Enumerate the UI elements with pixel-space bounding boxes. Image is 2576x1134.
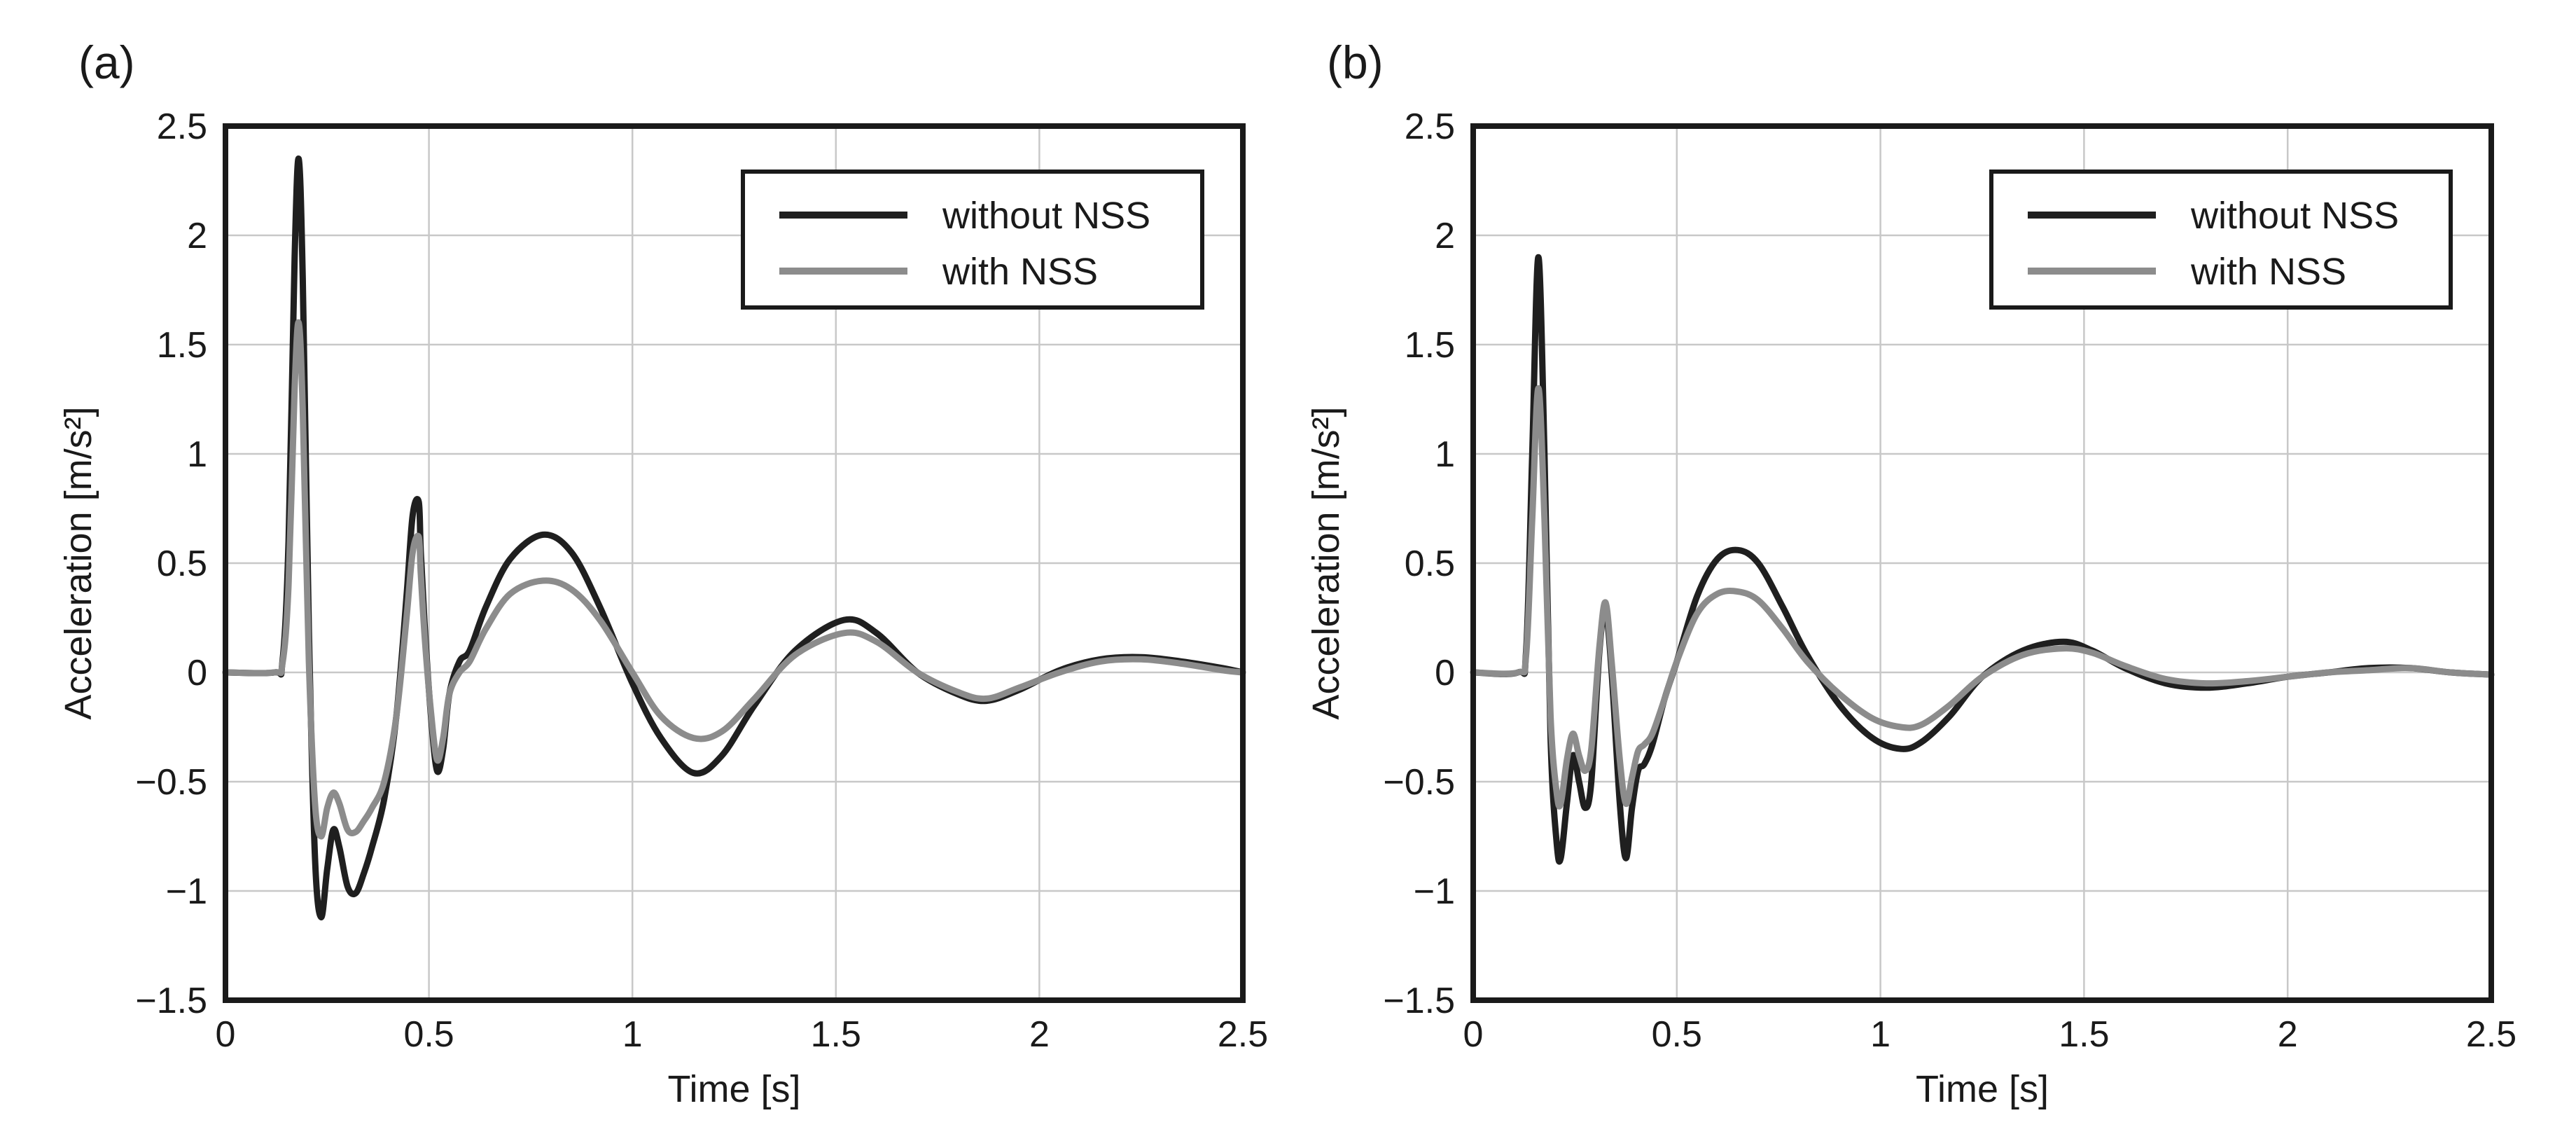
x-tick-label: 0.5 <box>1652 1014 1702 1055</box>
y-tick-label: −0.5 <box>1383 762 1455 803</box>
x-axis-title: Time [s] <box>667 1068 800 1110</box>
y-tick-label: 1 <box>187 434 207 475</box>
y-tick-label: −1.5 <box>135 981 207 1021</box>
y-tick-label: −0.5 <box>135 762 207 803</box>
y-tick-label: 1.5 <box>1405 325 1455 366</box>
x-tick-label: 1 <box>1870 1014 1891 1055</box>
plot-frame <box>223 123 1246 1003</box>
x-tick-label: 0 <box>1463 1014 1484 1055</box>
y-tick-label: 2 <box>1435 216 1455 256</box>
x-tick-label: 0 <box>216 1014 236 1055</box>
y-tick-label: −1 <box>1414 871 1455 912</box>
plot-frame <box>1470 123 2494 1003</box>
y-tick-label: 0.5 <box>157 544 207 584</box>
legend-label: with NSS <box>942 251 1098 293</box>
legend: without NSS with NSS <box>741 170 1204 310</box>
legend-label: with NSS <box>2190 251 2346 293</box>
y-tick-label: 0.5 <box>1405 544 1455 584</box>
x-tick-label: 0.5 <box>403 1014 454 1055</box>
y-tick-label: 0 <box>1435 653 1455 693</box>
panel-label: (a) <box>78 36 135 88</box>
panel-b: (b) 0 0.5 1 1.5 2 2.5 −1.5 −1 −0.5 0 0.5 1 1.5 2 2.5 Tim… <box>1305 36 2516 1110</box>
legend-box <box>741 170 1204 310</box>
y-tick-label: −1.5 <box>1383 981 1455 1021</box>
panel-a: (a) 0 0.5 1 1.5 2 2.5 −1.5 −1 −0.5 0 0.5 1 1.5 2 2.5 Tim… <box>57 36 1268 1110</box>
series-line-without-nss <box>1470 254 2495 865</box>
x-tick-label: 1 <box>622 1014 643 1055</box>
y-axis-title: Acceleration [m/s²] <box>1305 406 1347 719</box>
y-tick-label: 0 <box>187 653 207 693</box>
legend: without NSS with NSS <box>1989 170 2453 310</box>
legend-box <box>1989 170 2453 310</box>
x-tick-label: 2.5 <box>2466 1014 2516 1055</box>
y-tick-label: 2.5 <box>157 106 207 147</box>
x-tick-label: 2 <box>1029 1014 1050 1055</box>
y-tick-label: 2 <box>187 216 207 256</box>
y-tick-label: 1.5 <box>157 325 207 366</box>
series-line-with-nss <box>1470 385 2495 810</box>
y-tick-label: −1 <box>166 871 207 912</box>
x-tick-label: 2 <box>2278 1014 2298 1055</box>
legend-label: without NSS <box>2190 195 2399 237</box>
y-tick-label: 1 <box>1435 434 1455 475</box>
x-tick-label: 1.5 <box>811 1014 861 1055</box>
series-line-with-nss <box>222 319 1246 840</box>
x-tick-label: 1.5 <box>2059 1014 2109 1055</box>
y-tick-label: 2.5 <box>1405 106 1455 147</box>
x-tick-label: 2.5 <box>1218 1014 1268 1055</box>
y-axis-title: Acceleration [m/s²] <box>57 406 99 719</box>
x-axis-title: Time [s] <box>1916 1068 2049 1110</box>
panel-label: (b) <box>1327 36 1384 88</box>
legend-label: without NSS <box>942 195 1150 237</box>
